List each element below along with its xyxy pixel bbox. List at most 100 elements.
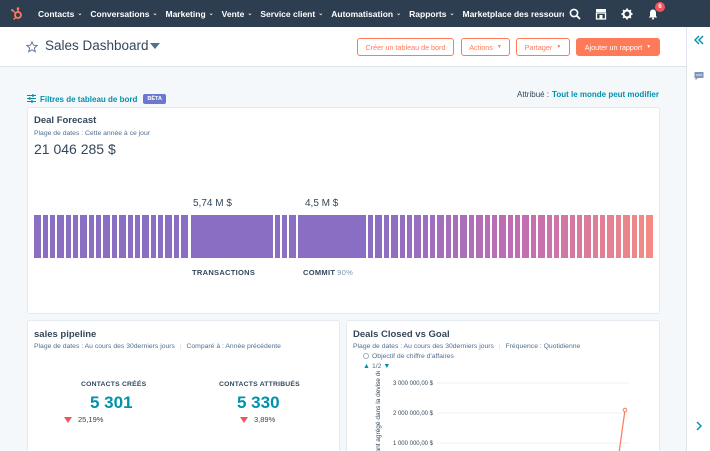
forecast-bar-block[interactable]: [303, 215, 366, 258]
forecast-bar-segment[interactable]: [89, 215, 94, 258]
forecast-bar-segment[interactable]: [112, 215, 117, 258]
forecast-bar-segment[interactable]: [522, 215, 529, 258]
search-icon[interactable]: [568, 7, 582, 21]
forecast-bar-segment[interactable]: [460, 215, 467, 258]
forecast-bar-segment[interactable]: [34, 215, 41, 258]
forecast-bar-segment[interactable]: [275, 215, 280, 258]
forecast-bar-segment[interactable]: [538, 215, 545, 258]
forecast-bar-segment[interactable]: [476, 215, 483, 258]
forecast-bar-segment[interactable]: [499, 215, 506, 258]
data-point[interactable]: [622, 407, 628, 413]
forecast-bar-segment[interactable]: [128, 215, 133, 258]
dashboard-title[interactable]: Sales Dashboard: [45, 38, 149, 53]
hubspot-sprocket-icon[interactable]: [0, 0, 34, 27]
forecast-bar-segment[interactable]: [646, 215, 653, 258]
nav-item-automatisation[interactable]: Automatisation ⌄: [327, 0, 405, 27]
forecast-bar-segment[interactable]: [368, 215, 373, 258]
forecast-bar-segment[interactable]: [80, 215, 87, 258]
forecast-bar-segment[interactable]: [298, 215, 303, 258]
nav-item-rapports[interactable]: Rapports ⌄: [405, 0, 458, 27]
forecast-bar-segment[interactable]: [57, 215, 64, 258]
share-button[interactable]: Partager ▼: [516, 38, 570, 56]
forecast-bar-segment[interactable]: [66, 215, 71, 258]
nav-item-vente[interactable]: Vente ⌄: [218, 0, 257, 27]
favorite-star-icon[interactable]: [25, 40, 39, 58]
forecast-bar-segment[interactable]: [289, 215, 296, 258]
forecast-bar-segment[interactable]: [96, 215, 101, 258]
forecast-bar-segment[interactable]: [375, 215, 382, 258]
filters-label[interactable]: Filtres de tableau de bord: [40, 94, 138, 104]
forecast-bar-segment[interactable]: [119, 215, 126, 258]
forecast-bar-segment[interactable]: [423, 215, 428, 258]
create-dashboard-button[interactable]: Créer un tableau de bord: [357, 38, 454, 56]
nav-item-contacts[interactable]: Contacts ⌄: [34, 0, 86, 27]
forecast-bar-segment[interactable]: [158, 215, 163, 258]
pager-down-icon[interactable]: ▼: [383, 363, 391, 370]
forecast-bar-segment[interactable]: [73, 215, 78, 258]
commit-label: COMMIT 90%: [303, 268, 353, 277]
forecast-bar-segment[interactable]: [430, 215, 435, 258]
forecast-bar-segment[interactable]: [531, 215, 536, 258]
forecast-bar-segment[interactable]: [174, 215, 179, 258]
nav-item-conversations[interactable]: Conversations ⌄: [86, 0, 161, 27]
nav-item-marketing[interactable]: Marketing ⌄: [161, 0, 217, 27]
double-chevron-left-icon[interactable]: [693, 33, 705, 45]
gear-icon[interactable]: [620, 7, 634, 21]
forecast-bar-segment[interactable]: [508, 215, 513, 258]
forecast-bar-segment[interactable]: [577, 215, 582, 258]
chevron-right-icon[interactable]: [693, 419, 705, 431]
forecast-bar-segment[interactable]: [282, 215, 287, 258]
card-title[interactable]: Deal Forecast: [34, 115, 97, 126]
forecast-bar-segment[interactable]: [446, 215, 451, 258]
forecast-bar-segment[interactable]: [570, 215, 575, 258]
forecast-bar-segment[interactable]: [391, 215, 398, 258]
forecast-bar-segment[interactable]: [453, 215, 458, 258]
forecast-bar-segment[interactable]: [616, 215, 621, 258]
forecast-bar-segment[interactable]: [469, 215, 474, 258]
forecast-bar-segment[interactable]: [632, 215, 637, 258]
forecast-bar-segment[interactable]: [639, 215, 644, 258]
actions-button[interactable]: Actions ▼: [461, 38, 510, 56]
forecast-bar-segment[interactable]: [400, 215, 405, 258]
chevron-down-icon[interactable]: [150, 43, 160, 49]
forecast-bar-segment[interactable]: [547, 215, 552, 258]
forecast-bar-segment[interactable]: [515, 215, 520, 258]
forecast-bar-segment[interactable]: [561, 215, 568, 258]
forecast-bar-segment[interactable]: [437, 215, 444, 258]
forecast-bar-segment[interactable]: [50, 215, 55, 258]
nav-item-marketplace-des-ressources[interactable]: Marketplace des ressources⌄: [458, 0, 564, 27]
forecast-bar-segment[interactable]: [384, 215, 389, 258]
bell-icon[interactable]: 6: [646, 1, 665, 21]
forecast-bar-segment[interactable]: [600, 215, 605, 258]
assigned-value-link[interactable]: Tout le monde peut modifier: [552, 90, 659, 99]
card-title[interactable]: Deals Closed vs Goal: [353, 329, 450, 340]
forecast-bar-segment[interactable]: [414, 215, 421, 258]
card-title[interactable]: sales pipeline: [34, 329, 97, 340]
forecast-bar-segment[interactable]: [607, 215, 614, 258]
nav-item-service-client[interactable]: Service client ⌄: [256, 0, 327, 27]
forecast-bar-segment[interactable]: [584, 215, 591, 258]
forecast-bar-block[interactable]: [191, 215, 273, 258]
forecast-bar[interactable]: [34, 215, 654, 258]
forecast-bar-segment[interactable]: [407, 215, 412, 258]
deals-closed-chart[interactable]: Montant agrégé dans la devise de l'entre…: [347, 371, 659, 451]
date-range-label: Plage de dates : Au cours des 30derniers…: [353, 343, 580, 350]
chart-legend[interactable]: Objectif de chiffre d'affaires: [363, 353, 454, 360]
forecast-bar-segment[interactable]: [103, 215, 110, 258]
add-report-button[interactable]: Ajouter un rapport ▼: [576, 38, 660, 56]
forecast-bar-segment[interactable]: [623, 215, 630, 258]
forecast-bar-segment[interactable]: [151, 215, 156, 258]
forecast-bar-segment[interactable]: [492, 215, 497, 258]
forecast-bar-segment[interactable]: [554, 215, 559, 258]
chat-icon[interactable]: [693, 69, 705, 81]
marketplace-icon[interactable]: [594, 7, 608, 21]
forecast-bar-segment[interactable]: [593, 215, 598, 258]
forecast-bar-segment[interactable]: [485, 215, 490, 258]
pager-up-icon[interactable]: ▲: [363, 363, 370, 370]
forecast-bar-segment[interactable]: [165, 215, 172, 258]
forecast-bar-segment[interactable]: [135, 215, 140, 258]
dashboard-filters[interactable]: Filtres de tableau de bord BÊTA: [27, 90, 166, 108]
forecast-bar-segment[interactable]: [181, 215, 188, 258]
forecast-bar-segment[interactable]: [142, 215, 149, 258]
forecast-bar-segment[interactable]: [43, 215, 48, 258]
